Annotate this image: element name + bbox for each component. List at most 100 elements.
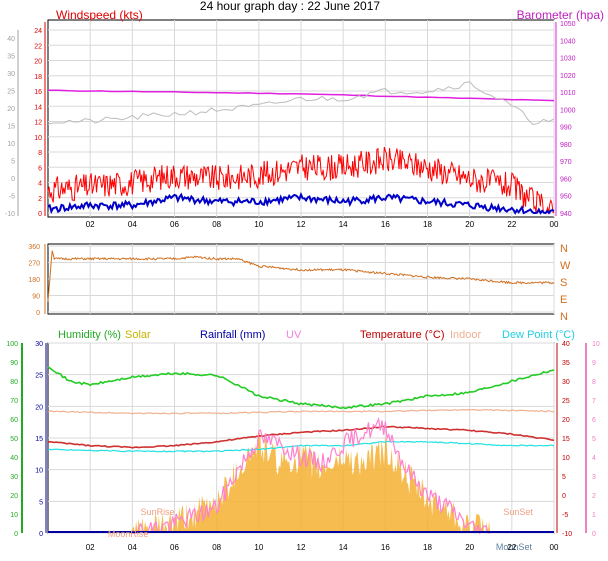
temp-tick-label: 20 <box>562 417 570 424</box>
panel1-x-ticks: 02 04 06 08 10 12 14 16 18 20 22 00 <box>86 220 559 229</box>
panel2-tick-label: 360 <box>28 244 40 251</box>
series-wind_direction <box>47 250 555 302</box>
panel1-outer-tick-label: 20 <box>7 106 15 113</box>
panel1-x-tick-label: 02 <box>86 220 95 229</box>
uv-tick-label: 4 <box>592 455 596 462</box>
series-indoor <box>47 408 555 415</box>
uv-tick-label: 2 <box>592 493 596 500</box>
panel3-x-ticks: 02 04 06 08 10 12 14 16 18 20 22 00 <box>86 543 559 552</box>
annotation-sunrise: SunRise <box>141 507 175 517</box>
panel1-inner-tick-label: 10 <box>34 135 42 142</box>
panel1-outer-tick-label: 10 <box>7 141 15 148</box>
panel1-x-tick-label: 10 <box>254 220 263 229</box>
panel1-outer-tick-label: -10 <box>5 211 15 218</box>
panel2-compass-label: N <box>560 243 568 255</box>
series-temperature <box>47 425 555 449</box>
panel2-grid <box>48 244 555 314</box>
uv-tick-label: 8 <box>592 379 596 386</box>
uv-tick-label: 1 <box>592 512 596 519</box>
panel1-inner-tick-label: 22 <box>34 43 42 50</box>
mid-tick-label: 5 <box>39 499 43 506</box>
annotation-moonrise: MoonRise <box>108 529 149 539</box>
panel-temperature-humidity: Humidity (%) Solar Rainfall (mm) UV Temperat… <box>6 329 600 552</box>
panel1-left-label: Windspeed (kts) <box>56 8 143 22</box>
panel1-inner-tick-label: 8 <box>38 150 42 157</box>
series-wind_average <box>47 191 555 215</box>
panel1-outer-tick-label: 40 <box>7 36 15 43</box>
legend-item: Indoor <box>450 329 482 341</box>
humidity-tick-label: 80 <box>10 379 18 386</box>
panel1-outer-tick-label: 5 <box>11 159 15 166</box>
uv-tick-label: 6 <box>592 417 596 424</box>
panel1-x-tick-label: 12 <box>297 220 306 229</box>
humidity-tick-label: 60 <box>10 417 18 424</box>
mid-tick-label: 20 <box>35 404 43 411</box>
uv-tick-label: 10 <box>592 341 600 348</box>
humidity-tick-label: 50 <box>10 436 18 443</box>
series-uv <box>132 416 490 535</box>
series-dew_point <box>47 440 555 453</box>
uv-tick-label: 5 <box>592 436 596 443</box>
panel1-x-tick-label: 04 <box>128 220 137 229</box>
panel1-right-tick-label: 940 <box>560 211 572 218</box>
panel3-annotations: SunRise MoonRise SunSet MoonSet <box>108 507 534 552</box>
panel1-series <box>47 81 555 215</box>
panel1-right-tick-label: 980 <box>560 142 572 149</box>
panel1-outer-tick-label: 30 <box>7 71 15 78</box>
series-temperature_trace <box>47 81 555 126</box>
panel2-compass-label: E <box>560 294 567 306</box>
panel3-x-tick-label: 04 <box>128 543 137 552</box>
mid-tick-label: 0 <box>39 531 43 538</box>
series-humidity <box>47 366 555 410</box>
temp-tick-label: 35 <box>562 360 570 367</box>
temp-tick-label: 10 <box>562 455 570 462</box>
panel1-right-tick-label: 1050 <box>560 21 576 28</box>
panel1-outer-tick-label: 35 <box>7 54 15 61</box>
panel1-right-tick-label: 960 <box>560 176 572 183</box>
uv-tick-label: 7 <box>592 398 596 405</box>
panel3-x-tick-label: 20 <box>465 543 474 552</box>
panel2-compass-label: W <box>560 260 571 272</box>
series-wind_gust <box>47 146 555 214</box>
mid-tick-label: 25 <box>35 373 43 380</box>
graph-title: 24 hour graph day : 22 June 2017 <box>200 0 380 13</box>
panel1-outer-tick-label: 0 <box>11 176 15 183</box>
panel2-compass-label: S <box>560 277 567 289</box>
panel1-outer-tick-label: 25 <box>7 89 15 96</box>
panel1-right-tick-label: 950 <box>560 194 572 201</box>
panel1-right-tick-label: 970 <box>560 159 572 166</box>
panel1-right-tick-label: 1010 <box>560 90 576 97</box>
panel3-x-tick-label: 08 <box>212 543 221 552</box>
panel1-inner-tick-label: 18 <box>34 74 42 81</box>
humidity-tick-label: 20 <box>10 493 18 500</box>
temp-tick-label: 15 <box>562 436 570 443</box>
panel3-legend: Humidity (%) Solar Rainfall (mm) UV Temperat… <box>58 329 575 341</box>
panel1-x-tick-label: 22 <box>507 220 516 229</box>
panel1-x-tick-label: 08 <box>212 220 221 229</box>
panel1-right-tick-label: 1000 <box>560 107 576 114</box>
panel1-x-tick-label: 00 <box>550 220 559 229</box>
panel2-tick-label: 270 <box>28 261 40 268</box>
temp-tick-label: 25 <box>562 398 570 405</box>
panel2-series <box>47 250 555 302</box>
legend-item: Rainfall (mm) <box>200 329 265 341</box>
panel3-series <box>47 366 555 535</box>
panel1-inner-tick-label: 16 <box>34 89 42 96</box>
panel2-left-axis: 360 270 180 90 0 <box>28 244 46 317</box>
panel1-right-axis: 1050 1040 1030 1020 1010 1000 990 980 970 960 950 9… <box>555 21 576 218</box>
panel2-tick-label: 0 <box>36 310 40 317</box>
panel1-inner-tick-label: 20 <box>34 59 42 66</box>
legend-item: Solar <box>125 329 151 341</box>
annotation-sunset: SunSet <box>503 507 533 517</box>
legend-item: UV <box>286 329 302 341</box>
temp-tick-label: 40 <box>562 341 570 348</box>
series-solar <box>132 432 491 533</box>
panel3-x-tick-label: 10 <box>254 543 263 552</box>
panel3-x-tick-label: 14 <box>339 543 348 552</box>
panel1-inner-tick-label: 4 <box>38 181 42 188</box>
panel1-outer-tick-label: -5 <box>9 194 15 201</box>
